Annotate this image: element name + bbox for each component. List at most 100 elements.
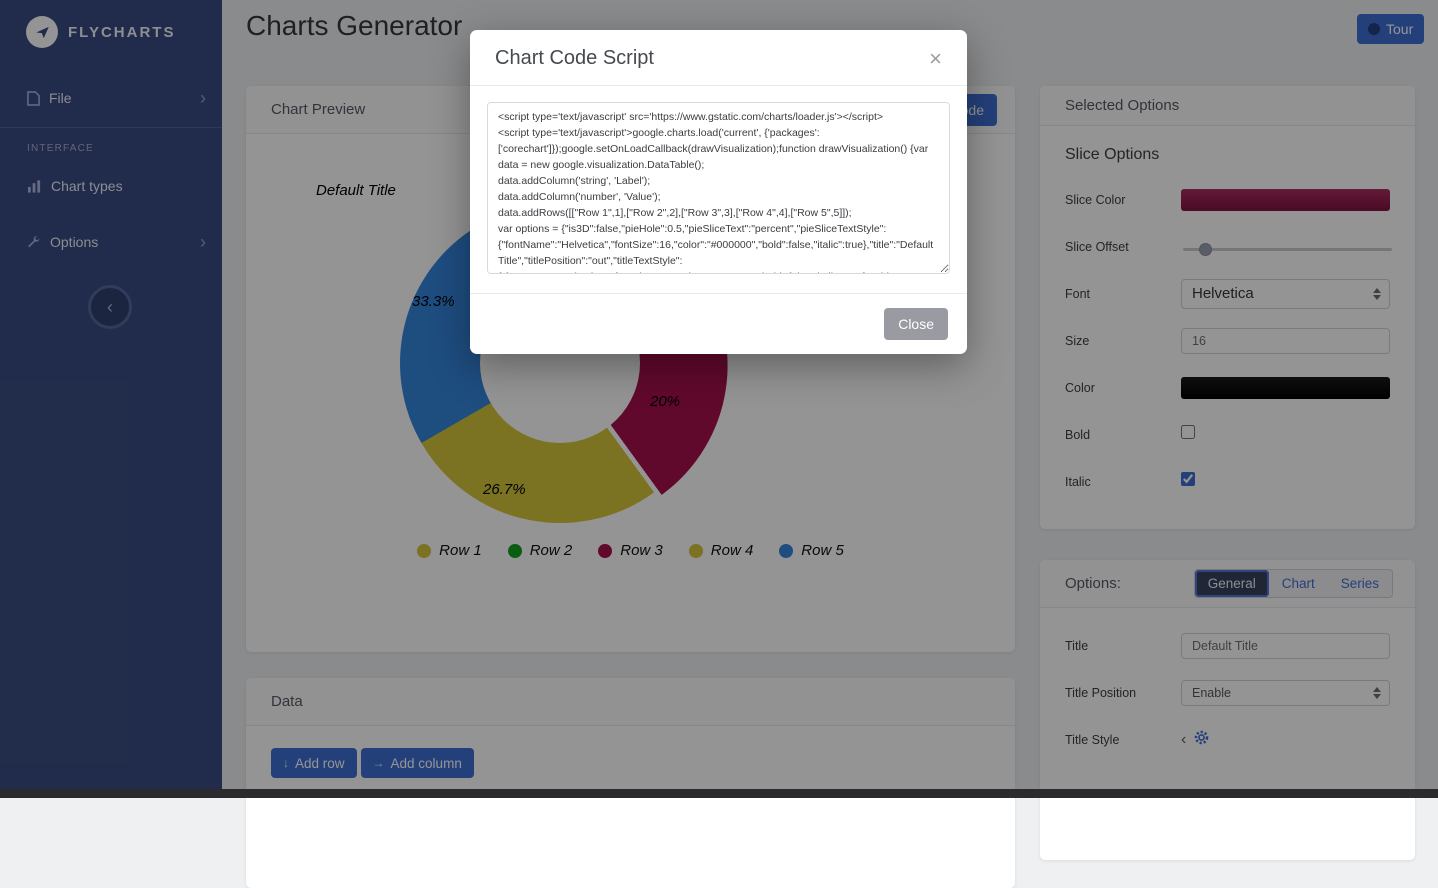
file-icon [27, 90, 40, 106]
legend-label: Row 1 [439, 542, 482, 559]
modal-title: Chart Code Script [495, 47, 654, 69]
title-input[interactable] [1181, 632, 1390, 659]
modal-body: <script type='text/javascript' src='http… [470, 86, 967, 293]
color-row: Color [1065, 364, 1390, 411]
font-label: Font [1065, 286, 1091, 301]
slice-percent-label: 20% [650, 393, 681, 410]
tour-button-label: Tour [1386, 21, 1414, 37]
chart-preview-title: Chart Preview [271, 101, 366, 118]
legend-label: Row 2 [529, 542, 573, 559]
selected-options-title: Selected Options [1065, 97, 1180, 114]
code-textarea[interactable]: <script type='text/javascript' src='http… [487, 102, 950, 274]
arrow-right-icon: → [372, 756, 385, 770]
sidebar-item-label: Chart types [51, 178, 123, 194]
size-row: Size [1065, 317, 1390, 364]
title-position-value: Enable [1192, 685, 1231, 700]
flycharts-logo-icon [26, 16, 58, 48]
slice-color-row: Slice Color [1065, 176, 1390, 223]
legend-label: Row 5 [801, 542, 844, 559]
slice-offset-slider[interactable] [1183, 247, 1392, 251]
italic-checkbox[interactable] [1181, 472, 1195, 486]
title-position-label: Title Position [1065, 685, 1137, 700]
legend-swatch [779, 543, 794, 558]
options-card-title: Options: [1065, 575, 1121, 592]
data-card-title: Data [271, 693, 303, 710]
select-arrows-icon [1373, 287, 1381, 300]
slice-color-picker[interactable] [1181, 188, 1390, 211]
size-label: Size [1065, 333, 1090, 348]
select-arrows-icon [1373, 686, 1381, 699]
wrench-icon [27, 235, 41, 249]
legend-item: Row 3 [598, 542, 663, 559]
legend-item: Row 1 [417, 542, 482, 559]
legend-item: Row 2 [507, 542, 573, 559]
font-select[interactable]: Helvetica [1181, 278, 1390, 309]
add-column-button[interactable]: → Add column [360, 748, 474, 778]
collapse-caret-icon[interactable]: ‹ [1181, 730, 1187, 748]
title-style-label: Title Style [1065, 732, 1120, 747]
add-row-button[interactable]: ↓ Add row [271, 748, 357, 778]
title-label: Title [1065, 638, 1089, 653]
tour-button[interactable]: Tour [1357, 14, 1425, 44]
slice-percent-label: 26.7% [483, 481, 526, 498]
close-icon[interactable]: × [929, 45, 942, 71]
modal-footer: Close [470, 293, 967, 354]
selected-options-card: Selected Options Slice Options Slice Col… [1040, 86, 1415, 529]
legend-item: Row 5 [779, 542, 844, 559]
selected-options-header: Selected Options [1040, 86, 1415, 126]
slice-offset-row: Slice Offset [1065, 223, 1392, 270]
bold-row: Bold [1065, 411, 1390, 458]
slice-options-title: Slice Options [1065, 146, 1160, 163]
title-position-select[interactable]: Enable [1181, 679, 1390, 706]
chevron-right-icon: › [200, 232, 206, 252]
italic-label: Italic [1065, 474, 1091, 489]
chevron-right-icon: › [200, 88, 206, 108]
bar-chart-icon [27, 179, 42, 193]
sidebar-divider [0, 127, 222, 128]
sidebar-item-label: File [49, 90, 72, 106]
tab-general[interactable]: General [1194, 570, 1269, 597]
chevron-left-icon: ‹ [107, 296, 113, 317]
tab-series[interactable]: Series [1328, 570, 1392, 597]
arrow-down-icon: ↓ [283, 756, 289, 770]
sidebar-item-options[interactable]: Options › [0, 223, 222, 261]
add-column-label: Add column [390, 755, 462, 771]
sidebar-item-label: Options [50, 234, 99, 250]
title-position-row: Title Position Enable [1065, 669, 1390, 716]
sidebar-item-chart-types[interactable]: Chart types [0, 167, 222, 205]
size-input[interactable] [1181, 327, 1390, 354]
slice-offset-label: Slice Offset [1065, 239, 1129, 254]
slice-color-label: Slice Color [1065, 192, 1126, 207]
font-row: Font Helvetica [1065, 270, 1390, 317]
close-button[interactable]: Close [884, 308, 948, 340]
bottom-bar [0, 789, 1438, 798]
slice-percent-label: 33.3% [412, 293, 455, 310]
tour-icon [1368, 23, 1380, 35]
title-row: Title [1065, 622, 1390, 669]
bold-checkbox[interactable] [1181, 425, 1195, 439]
color-label: Color [1065, 380, 1095, 395]
title-style-row: Title Style ‹ [1065, 716, 1390, 763]
modal-header: Chart Code Script × [470, 30, 967, 86]
sidebar: FLYCHARTS File › INTERFACE Chart types O… [0, 0, 222, 798]
legend-label: Row 4 [710, 542, 754, 559]
chart-code-modal: Chart Code Script × <script type='text/j… [470, 30, 967, 354]
text-color-picker[interactable] [1181, 376, 1390, 399]
chart-legend: Row 1 Row 2 Row 3 Row 4 Row 5 [246, 542, 1015, 559]
sidebar-collapse-button[interactable]: ‹ [88, 285, 132, 329]
gear-icon[interactable] [1193, 729, 1210, 751]
options-card-header: Options: General Chart Series [1040, 560, 1415, 608]
add-row-label: Add row [295, 755, 345, 771]
sidebar-section-label: INTERFACE [27, 143, 94, 154]
tab-chart[interactable]: Chart [1269, 570, 1328, 597]
legend-swatch [417, 543, 432, 558]
data-card-header: Data [246, 678, 1015, 726]
sidebar-item-file[interactable]: File › [0, 79, 222, 117]
legend-item: Row 4 [688, 542, 754, 559]
page-title: Charts Generator [246, 10, 463, 41]
legend-swatch [507, 543, 522, 558]
legend-label: Row 3 [620, 542, 663, 559]
legend-swatch [598, 543, 613, 558]
font-select-value: Helvetica [1192, 285, 1254, 302]
brand: FLYCHARTS [26, 16, 175, 48]
